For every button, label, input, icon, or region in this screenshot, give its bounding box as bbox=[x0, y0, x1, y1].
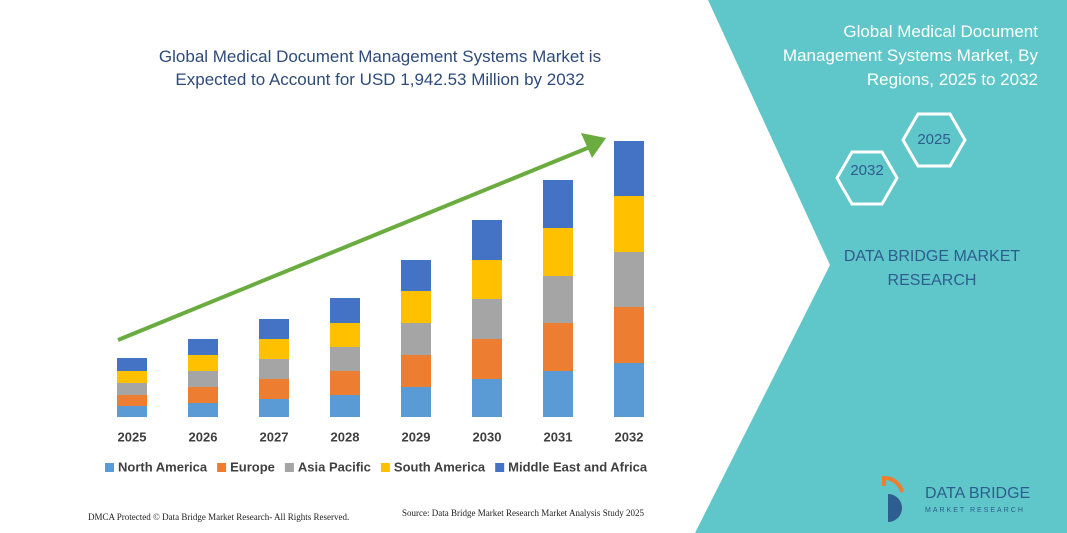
bar-segment bbox=[401, 387, 431, 417]
brand-text: DATA BRIDGE MARKET RESEARCH bbox=[843, 248, 1021, 289]
legend-label: Middle East and Africa bbox=[508, 459, 648, 474]
source-note: Source: Data Bridge Market Research Mark… bbox=[402, 508, 644, 518]
chart-title: Global Medical Document Management Syste… bbox=[158, 47, 602, 89]
bar-segment bbox=[472, 260, 502, 299]
legend-label: Europe bbox=[230, 459, 275, 474]
bar-segment bbox=[117, 395, 147, 406]
hexagon bbox=[901, 112, 967, 168]
bar-segment bbox=[543, 228, 573, 276]
bar-segment bbox=[330, 323, 360, 347]
x-tick-label: 2031 bbox=[544, 429, 573, 444]
legend-swatch bbox=[105, 463, 114, 472]
bar-segment bbox=[401, 355, 431, 387]
logo-name: DATA BRIDGE bbox=[925, 485, 1030, 502]
x-tick-label: 2032 bbox=[615, 429, 644, 444]
bar-segment bbox=[543, 180, 573, 228]
legend-label: North America bbox=[118, 459, 208, 474]
bar-segment bbox=[117, 383, 147, 395]
x-tick-label: 2025 bbox=[118, 429, 147, 444]
bar-segment bbox=[614, 141, 644, 196]
x-tick-label: 2026 bbox=[189, 429, 218, 444]
bar-segment bbox=[330, 347, 360, 371]
x-tick-label: 2027 bbox=[260, 429, 289, 444]
bar-segment bbox=[543, 323, 573, 371]
bar-segment bbox=[188, 355, 218, 371]
bar-segment bbox=[259, 399, 289, 417]
bar-segment bbox=[117, 371, 147, 383]
logo-mark bbox=[888, 482, 902, 522]
arrow-head bbox=[581, 133, 606, 158]
bar-segment bbox=[614, 252, 644, 307]
bar-segment bbox=[259, 379, 289, 399]
legend-swatch bbox=[217, 463, 227, 472]
bar-segment bbox=[259, 359, 289, 379]
legend-swatch bbox=[495, 463, 505, 472]
bar-segment bbox=[188, 339, 218, 355]
bar-segment bbox=[401, 323, 431, 355]
bar-segment bbox=[117, 358, 147, 371]
trend-arrow bbox=[117, 145, 591, 342]
hexagon-label: 2025 bbox=[917, 131, 950, 148]
panel-title: Global Medical Document Management Syste… bbox=[782, 22, 1038, 89]
bar-segment bbox=[188, 387, 218, 403]
bar-segment bbox=[188, 403, 218, 417]
bar-segment bbox=[188, 371, 218, 387]
bar-segment bbox=[330, 395, 360, 417]
dmca-note: DMCA Protected © Data Bridge Market Rese… bbox=[88, 512, 349, 522]
hexagon-label: 2032 bbox=[850, 162, 883, 179]
bar-segment bbox=[401, 260, 431, 291]
legend-label: South America bbox=[394, 459, 486, 474]
bar-segment bbox=[614, 363, 644, 417]
bar-segment bbox=[117, 406, 147, 417]
bar-segment bbox=[614, 307, 644, 363]
bar-segment bbox=[401, 291, 431, 323]
bar-segment bbox=[330, 298, 360, 323]
logo-tagline: MARKET RESEARCH bbox=[925, 507, 1025, 514]
bar-segment bbox=[543, 371, 573, 417]
legend-swatch bbox=[380, 463, 390, 472]
bar-segment bbox=[543, 276, 573, 323]
bar-segment bbox=[472, 299, 502, 339]
bar-segment bbox=[472, 379, 502, 417]
bar-segment bbox=[472, 339, 502, 379]
x-tick-label: 2028 bbox=[331, 429, 360, 444]
bar-segment bbox=[614, 196, 644, 252]
bar-segment bbox=[472, 220, 502, 260]
logo-mark bbox=[882, 475, 904, 493]
x-tick-label: 2029 bbox=[402, 429, 431, 444]
panel-background bbox=[695, 0, 1067, 533]
bar-segment bbox=[259, 319, 289, 339]
legend-swatch bbox=[284, 463, 294, 472]
hexagon bbox=[835, 150, 899, 206]
legend-label: Asia Pacific bbox=[298, 459, 371, 474]
bar-segment bbox=[330, 371, 360, 395]
x-tick-label: 2030 bbox=[473, 429, 502, 444]
bar-segment bbox=[259, 339, 289, 359]
